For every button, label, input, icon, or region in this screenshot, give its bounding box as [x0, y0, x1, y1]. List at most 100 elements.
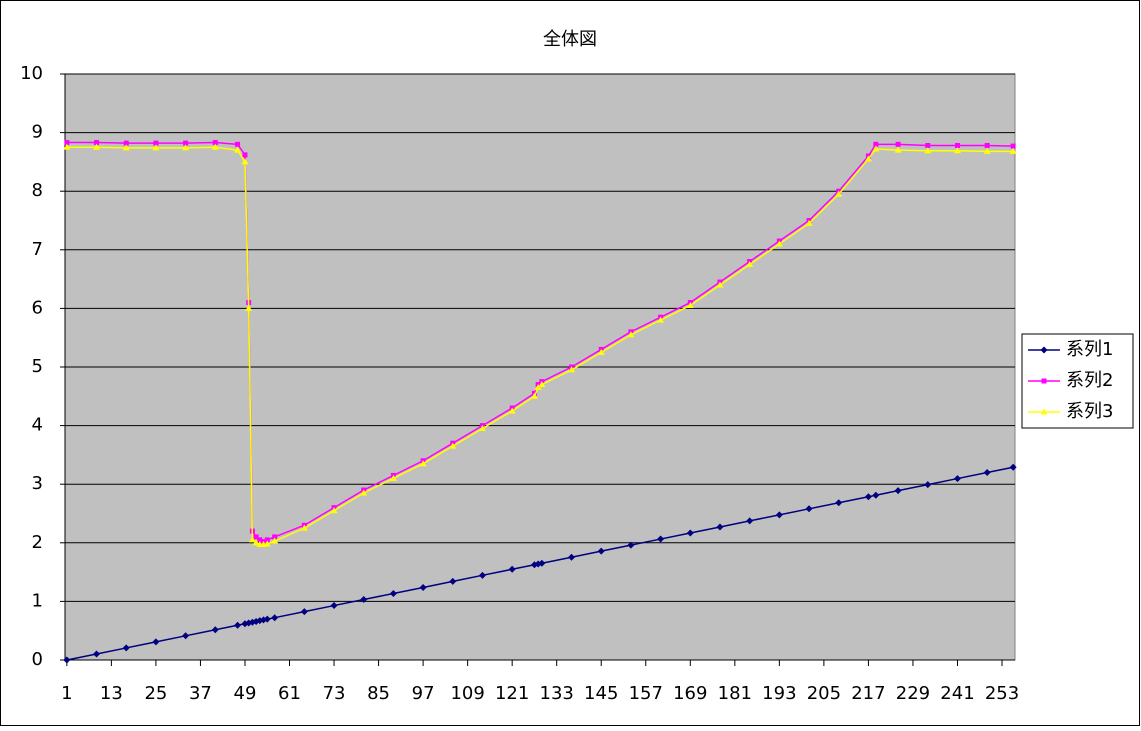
- marker: [300, 524, 308, 531]
- chart-title: 全体図: [543, 29, 597, 50]
- marker: [94, 140, 100, 146]
- marker: [1009, 463, 1017, 471]
- marker: [1041, 378, 1047, 384]
- marker: [568, 366, 576, 373]
- x-tick-label: 1: [61, 683, 72, 704]
- marker: [872, 145, 880, 152]
- marker: [245, 304, 253, 311]
- marker: [805, 505, 813, 513]
- marker: [716, 281, 724, 288]
- marker: [182, 632, 190, 640]
- y-tick-label: 6: [32, 297, 43, 318]
- marker: [538, 381, 546, 388]
- marker: [272, 534, 278, 540]
- marker: [924, 147, 932, 154]
- legend-label: 系列1: [1066, 339, 1113, 360]
- marker: [63, 143, 71, 150]
- marker: [234, 146, 242, 153]
- marker: [508, 565, 516, 573]
- marker: [746, 517, 754, 525]
- marker: [872, 491, 880, 499]
- marker: [984, 142, 990, 148]
- marker: [657, 316, 665, 323]
- marker: [63, 656, 71, 664]
- marker: [597, 348, 605, 355]
- marker: [122, 144, 130, 151]
- marker: [954, 142, 960, 148]
- x-tick-label: 85: [367, 683, 390, 704]
- marker: [211, 143, 219, 150]
- y-tick-label: 7: [32, 239, 43, 260]
- x-tick-label: 13: [100, 683, 123, 704]
- x-tick-label: 253: [985, 683, 1019, 704]
- marker: [389, 589, 397, 597]
- marker: [257, 537, 263, 543]
- marker: [1009, 147, 1017, 154]
- x-tick-label: 157: [629, 683, 663, 704]
- marker: [953, 147, 961, 154]
- x-tick-label: 97: [412, 683, 435, 704]
- y-tick-label: 9: [32, 122, 43, 143]
- marker: [508, 407, 516, 414]
- x-tick-label: 181: [718, 683, 752, 704]
- marker: [530, 392, 538, 399]
- marker: [212, 140, 218, 146]
- marker: [873, 141, 879, 147]
- marker: [211, 626, 219, 634]
- marker: [805, 219, 813, 226]
- marker: [123, 140, 129, 146]
- marker: [894, 146, 902, 153]
- x-tick-label: 193: [762, 683, 796, 704]
- x-tick-label: 169: [673, 683, 707, 704]
- y-tick-label: 1: [32, 590, 43, 611]
- x-tick-label: 133: [540, 683, 574, 704]
- marker: [419, 460, 427, 467]
- marker: [360, 596, 368, 604]
- x-tick-label: 49: [234, 683, 257, 704]
- marker: [182, 144, 190, 151]
- marker: [152, 144, 160, 151]
- marker: [241, 158, 249, 165]
- marker: [478, 571, 486, 579]
- marker: [263, 615, 271, 623]
- y-tick-label: 8: [32, 180, 43, 201]
- marker: [835, 499, 843, 507]
- x-tick-label: 37: [189, 683, 212, 704]
- x-tick-label: 25: [144, 683, 167, 704]
- marker: [895, 141, 901, 147]
- marker: [657, 535, 665, 543]
- marker: [153, 140, 159, 146]
- marker: [775, 511, 783, 519]
- x-tick-label: 61: [278, 683, 301, 704]
- marker: [271, 537, 279, 544]
- marker: [953, 475, 961, 483]
- y-tick-label: 0: [32, 649, 43, 670]
- x-tick-label: 241: [940, 683, 974, 704]
- marker: [64, 140, 70, 146]
- marker: [449, 442, 457, 449]
- marker: [1040, 408, 1048, 415]
- x-tick-label: 217: [851, 683, 885, 704]
- marker: [924, 481, 932, 489]
- marker: [627, 331, 635, 338]
- y-tick-label: 10: [20, 63, 43, 84]
- marker: [835, 190, 843, 197]
- marker: [983, 147, 991, 154]
- marker: [716, 523, 724, 531]
- marker: [93, 650, 101, 658]
- marker: [330, 602, 338, 610]
- marker: [775, 240, 783, 247]
- marker: [983, 469, 991, 477]
- marker: [1040, 346, 1048, 354]
- marker: [264, 537, 270, 543]
- y-tick-label: 4: [32, 415, 43, 436]
- marker: [271, 614, 279, 622]
- marker: [330, 507, 338, 514]
- marker: [263, 540, 271, 547]
- marker: [449, 577, 457, 585]
- marker: [183, 140, 189, 146]
- marker: [389, 474, 397, 481]
- marker: [925, 142, 931, 148]
- y-tick-label: 5: [32, 356, 43, 377]
